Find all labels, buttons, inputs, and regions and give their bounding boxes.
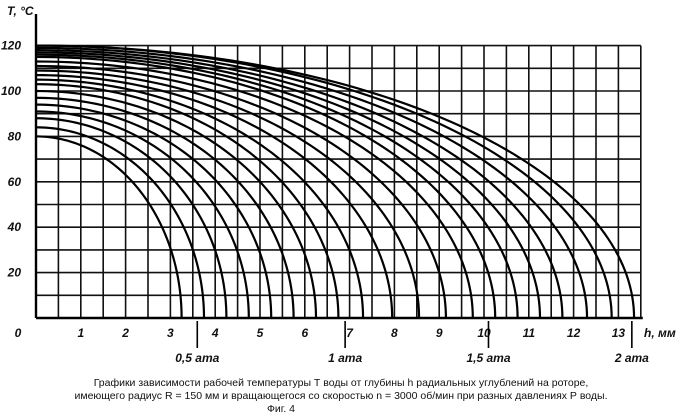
x-tick-label: 13 <box>612 326 626 340</box>
x-axis-title: h, мм <box>644 326 676 340</box>
x-tick-label: 9 <box>436 326 443 340</box>
x-tick-label: 8 <box>391 326 398 340</box>
pressure-marker-label: 1,5 ата <box>466 351 510 365</box>
curve-18 <box>35 46 589 319</box>
x-tick-label: 4 <box>211 326 219 340</box>
curve-12 <box>35 64 448 319</box>
curve-9 <box>35 78 365 319</box>
x-tick-label: 11 <box>523 326 536 340</box>
y-tick-label: 80 <box>8 129 22 143</box>
y-tick-label: 20 <box>7 266 22 280</box>
x-tick-label: 3 <box>167 326 174 340</box>
curve-10 <box>35 74 394 319</box>
x-tick-label: 5 <box>257 326 264 340</box>
x-tick-label: 1 <box>77 326 84 340</box>
curve-3 <box>35 117 228 319</box>
curve-13 <box>35 60 474 319</box>
x-tick-label: 7 <box>346 326 354 340</box>
curves <box>35 44 636 319</box>
pressure-markers: 0,5 ата 1 ата 1,5 ата 2 ата <box>175 321 649 365</box>
x-tick-label: 0 <box>15 326 22 340</box>
curve-14 <box>35 55 497 319</box>
curve-8 <box>35 83 340 319</box>
y-tick-label: 100 <box>1 84 21 98</box>
y-tick-label: 60 <box>8 175 22 189</box>
curve-1 <box>35 135 183 319</box>
curve-15 <box>35 53 519 319</box>
curve-20 <box>35 44 636 319</box>
pressure-marker-label: 0,5 ата <box>175 351 219 365</box>
y-axis-title: T, °C <box>7 4 34 18</box>
x-tick-label: 10 <box>477 326 491 340</box>
caption-line-1: Графики зависимости рабочей температуры … <box>93 377 589 389</box>
figure-label: Фиг. 4 <box>266 403 296 415</box>
curve-7 <box>35 89 318 319</box>
x-tick-label: 6 <box>301 326 308 340</box>
axes <box>34 14 643 320</box>
curve-4 <box>35 110 250 319</box>
caption-line-2: имеющего радиус R = 150 мм и вращающегос… <box>74 390 608 402</box>
pressure-marker-label: 1 ата <box>328 351 362 365</box>
x-tick-label: 2 <box>121 326 129 340</box>
curve-6 <box>35 96 295 319</box>
curve-17 <box>35 49 564 319</box>
curve-11 <box>35 69 421 319</box>
curve-2 <box>35 126 206 319</box>
pressure-marker-label: 2 ата <box>614 351 649 365</box>
y-tick-label: 40 <box>7 220 22 234</box>
curve-16 <box>35 51 542 319</box>
x-tick-label: 12 <box>567 326 581 340</box>
curve-5 <box>35 103 273 319</box>
y-tick-label: 120 <box>1 39 21 53</box>
